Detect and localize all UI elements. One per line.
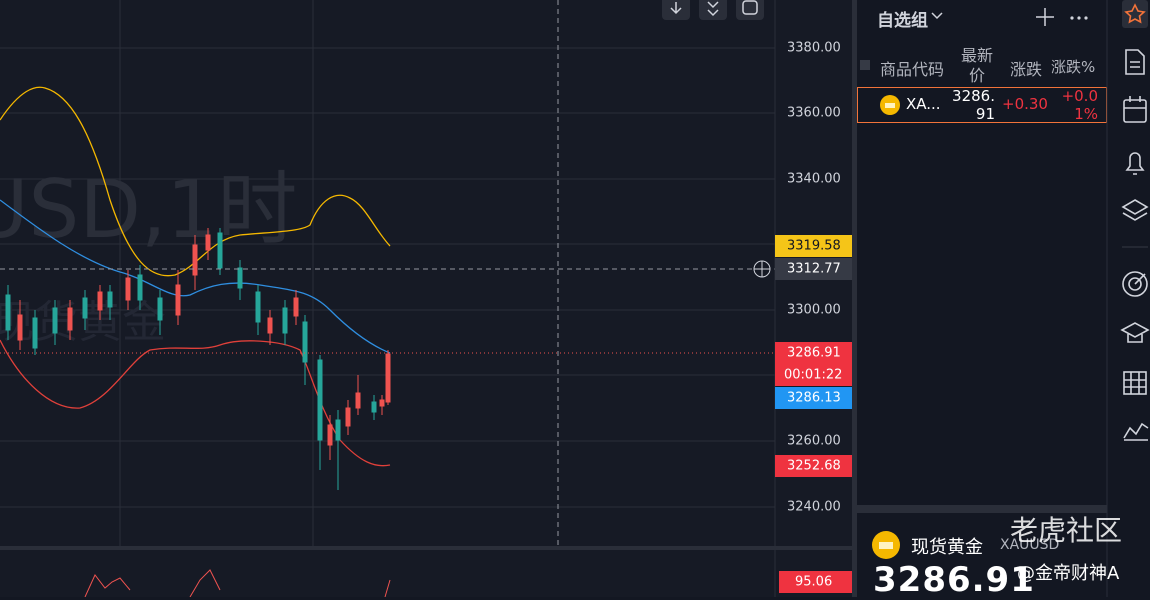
column-header[interactable]: 最新价 <box>960 46 993 85</box>
column-header[interactable]: 涨跌% <box>1051 58 1096 76</box>
y-tick-label: 3300.00 <box>787 303 841 318</box>
lower-band-tag: 3252.68 <box>787 459 841 474</box>
y-tick-label: 3240.00 <box>787 500 841 515</box>
upper-band-tag: 3319.58 <box>787 239 841 254</box>
column-header[interactable]: 商品代码 <box>880 60 945 79</box>
author-overlay: @金帝财神A <box>1017 563 1120 584</box>
row-change[interactable]: +0.30 <box>1002 95 1048 113</box>
countdown-tag: 00:01:22 <box>784 368 842 383</box>
y-tick-label: 3260.00 <box>787 434 841 449</box>
row-last[interactable]: 3286.91 <box>952 87 995 123</box>
crosshair-tag: 3312.77 <box>787 262 841 277</box>
last-price-tag: 3286.91 <box>787 346 841 361</box>
watermark-symbol: USD,1时 <box>0 163 297 256</box>
y-tick-label: 3340.00 <box>787 172 841 187</box>
indicator-tag: 95.06 <box>795 575 832 590</box>
watchlist-title[interactable]: 自选组 <box>877 11 928 31</box>
middle-band-tag: 3286.13 <box>787 391 841 406</box>
row-change-pct[interactable]: +0.01% <box>1061 87 1098 123</box>
quote-symbol: XAUUSD <box>1000 537 1060 553</box>
y-tick-label: 3360.00 <box>787 106 841 121</box>
brand-overlay: 老虎社区 <box>1010 514 1123 547</box>
column-header[interactable]: 涨跌 <box>1010 60 1043 79</box>
quote-name: 现货黄金 <box>911 537 983 558</box>
quote-price: 3286.91 <box>873 560 1035 600</box>
y-tick-label: 3380.00 <box>787 41 841 56</box>
row-symbol[interactable]: XA... <box>906 95 941 113</box>
